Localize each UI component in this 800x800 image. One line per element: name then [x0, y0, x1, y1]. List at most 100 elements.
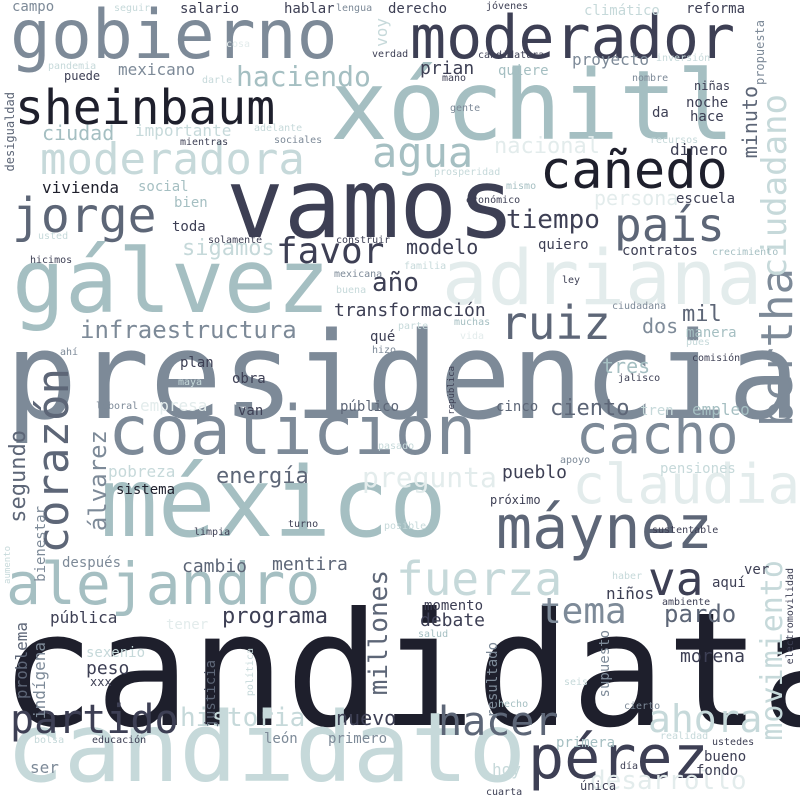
word-segundo: segundo — [6, 430, 31, 523]
word-infraestructura: infraestructura — [80, 316, 297, 344]
word-dos: dos — [642, 314, 679, 338]
word-nombre: nombre — [632, 73, 669, 84]
word-ciento: ciento — [550, 396, 630, 421]
word-jovenes: jóvenes — [486, 1, 529, 12]
word-propuesta: propuesta — [753, 20, 767, 86]
word-mismo: mismo — [506, 181, 537, 192]
word-desigualdad: desigualdad — [3, 92, 17, 172]
word-proyecto: proyecto — [572, 50, 650, 69]
word-educacion: educación — [92, 735, 147, 746]
word-minuto: minuto — [738, 86, 762, 159]
word-pasado: pasado — [378, 441, 415, 452]
word-sociales: sociales — [274, 135, 323, 146]
word-cierto: cierto — [624, 701, 661, 712]
word-publico: público — [340, 399, 400, 415]
word-hablar: hablar — [284, 1, 335, 17]
word-importante: importante — [135, 121, 232, 140]
word-solamente: solamente — [208, 235, 263, 246]
word-presidencia: presidencia — [5, 308, 800, 447]
word-mexicana: mexicana — [334, 269, 383, 280]
word-ver: ver — [744, 562, 770, 578]
word-cosa: cosa — [226, 39, 251, 50]
word-recursos: recursos — [650, 135, 699, 146]
word-partido: partido — [10, 697, 179, 743]
word-xxx: xxx — [90, 675, 112, 689]
word-morena: morena — [680, 646, 746, 667]
word-sexenio: sexenio — [86, 645, 146, 661]
word-bien: bien — [174, 195, 208, 211]
word-movimiento: movimiento — [755, 560, 790, 741]
word-manera: manera — [686, 325, 737, 341]
word-ruiz: ruiz — [500, 296, 611, 350]
word-tiempo: tiempo — [506, 205, 600, 235]
word-comision: comisión — [692, 353, 741, 364]
word-candidatura: candidatura — [478, 50, 545, 61]
word-quiere: quiere — [498, 63, 549, 79]
word-empleo: empleo — [692, 400, 750, 419]
word-ano: año — [372, 268, 419, 298]
word-turno: turno — [288, 519, 319, 530]
word-dia: día — [620, 761, 639, 772]
word-pregunta: pregunta — [362, 461, 497, 494]
word-hecho: hecho — [498, 699, 529, 710]
word-haciendo: haciendo — [236, 60, 371, 93]
word-ley: ley — [562, 275, 581, 286]
word-leon: león — [264, 731, 298, 747]
word-pues: pues — [686, 337, 711, 348]
word-prian: prian — [420, 58, 475, 79]
word-millones: millones — [364, 570, 394, 696]
word-posible: posible — [384, 521, 427, 532]
word-plan: plan — [180, 355, 214, 371]
word-jalisco: jalisco — [618, 373, 661, 384]
word-pandemia: pandemia — [48, 61, 97, 72]
word-limpia: limpia — [194, 527, 231, 538]
word-ciudadana: ciudadana — [612, 301, 667, 312]
word-hoy: hoy — [492, 760, 521, 779]
word-mano: mano — [442, 73, 467, 84]
word-reforma: reforma — [686, 1, 746, 17]
word-favor: favor — [276, 231, 385, 272]
word-seguir: seguir — [114, 3, 151, 14]
word-mexicano: mexicano — [118, 60, 196, 79]
word-salario: salario — [180, 1, 240, 17]
word-sigamos: sigamos — [182, 236, 275, 261]
word-gobierno: gobierno — [10, 0, 338, 75]
word-primero: primero — [328, 731, 388, 747]
word-pensiones: pensiones — [660, 461, 736, 477]
word-escuela: escuela — [676, 191, 736, 207]
word-seis: seis — [564, 677, 589, 688]
word-unica: única — [580, 779, 617, 793]
word-muchas: muchas — [454, 317, 491, 328]
word-sheinbaum: sheinbaum — [15, 80, 276, 136]
word-economico: económico — [466, 195, 521, 206]
word-empresa: empresa — [140, 396, 208, 415]
word-lengua: lengua — [336, 3, 373, 14]
word-familia: familia — [404, 261, 447, 272]
word-mentira: mentira — [272, 554, 348, 575]
word-jorge: jorge — [12, 188, 157, 244]
word-fondo: fondo — [696, 763, 739, 779]
word-hace: hace — [690, 109, 724, 125]
word-noche: noche — [686, 95, 729, 111]
word-usted: usted — [38, 231, 69, 242]
word-inversion: inversión — [656, 53, 711, 64]
word-vida: vida — [460, 331, 485, 342]
word-apoyo: apoyo — [560, 455, 591, 466]
word-que: qué — [370, 329, 396, 345]
word-programa: programa — [222, 604, 328, 629]
word-obra: obra — [232, 371, 266, 387]
word-peso: peso — [86, 658, 130, 679]
word-aqui: aquí — [712, 575, 746, 591]
word-historia: historia — [180, 703, 306, 733]
word-canedo: cañedo — [540, 141, 728, 201]
word-candidata: candidata — [0, 579, 800, 763]
word-da: da — [652, 105, 669, 121]
word-adriana: adriana — [442, 233, 763, 322]
word-publica: pública — [50, 608, 118, 627]
word-candidato: candidato — [6, 692, 527, 800]
word-pueblo: pueblo — [502, 462, 568, 483]
word-debate: debate — [420, 610, 486, 631]
word-supuesto: supuesto — [597, 630, 613, 698]
word-ahora: ahora — [648, 697, 763, 741]
word-mientras: mientras — [180, 137, 229, 148]
